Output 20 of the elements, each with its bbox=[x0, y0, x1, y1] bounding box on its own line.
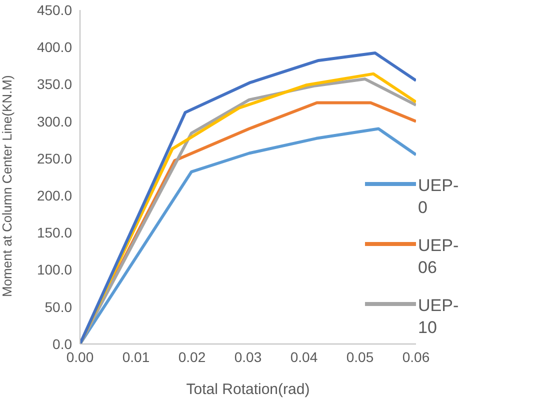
x-tick-label: 0.02 bbox=[178, 348, 206, 365]
legend-label: UEP-06 bbox=[418, 235, 459, 279]
y-axis-title: Moment at Column Center Line(KN.M) bbox=[0, 75, 15, 297]
x-tick-label: 0.04 bbox=[290, 348, 318, 365]
y-tick-label: 300.0 bbox=[36, 113, 72, 130]
y-tick-label: 350.0 bbox=[36, 76, 72, 92]
y-tick-label: 100.0 bbox=[36, 262, 72, 278]
legend-label: UEP-10 bbox=[418, 295, 459, 339]
x-tick-label: 0.06 bbox=[402, 348, 430, 365]
y-tick-label: 50.0 bbox=[44, 298, 72, 315]
x-tick-label: 0.05 bbox=[346, 348, 374, 365]
y-tick-label: 150.0 bbox=[36, 224, 72, 241]
y-tick-label: 250.0 bbox=[36, 150, 72, 166]
y-tick-label: 400.0 bbox=[36, 39, 72, 56]
legend-label: UEP-0 bbox=[418, 175, 459, 219]
y-tick-label: 450.0 bbox=[36, 2, 72, 18]
y-tick-label: 200.0 bbox=[36, 188, 72, 204]
x-tick-label: 0.01 bbox=[122, 348, 150, 365]
x-tick-label: 0.03 bbox=[234, 348, 262, 365]
x-axis-title: Total Rotation(rad) bbox=[186, 381, 310, 398]
